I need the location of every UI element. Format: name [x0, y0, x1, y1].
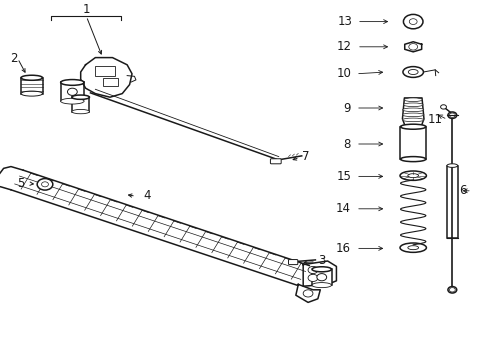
Ellipse shape	[447, 287, 456, 293]
Bar	[446, 166, 457, 238]
Text: 3: 3	[317, 255, 325, 267]
Polygon shape	[81, 58, 132, 97]
Circle shape	[440, 105, 446, 109]
Circle shape	[307, 274, 317, 282]
Polygon shape	[0, 167, 23, 190]
Bar	[311, 269, 331, 285]
Bar	[72, 97, 89, 112]
Circle shape	[303, 290, 312, 297]
Circle shape	[37, 179, 53, 190]
Ellipse shape	[399, 243, 426, 252]
Ellipse shape	[61, 80, 84, 85]
Circle shape	[403, 14, 422, 29]
Polygon shape	[295, 284, 320, 302]
Ellipse shape	[311, 283, 331, 288]
Ellipse shape	[72, 95, 89, 99]
Circle shape	[67, 88, 77, 95]
Circle shape	[448, 113, 454, 117]
Polygon shape	[303, 261, 336, 286]
Ellipse shape	[403, 103, 422, 107]
Text: 10: 10	[336, 67, 350, 80]
Circle shape	[316, 274, 326, 281]
Text: 4: 4	[142, 189, 150, 202]
Ellipse shape	[400, 157, 425, 162]
Ellipse shape	[311, 267, 331, 272]
Circle shape	[448, 288, 454, 292]
Polygon shape	[402, 98, 423, 124]
FancyBboxPatch shape	[288, 260, 297, 265]
Bar	[102, 78, 118, 86]
Ellipse shape	[61, 98, 84, 104]
Ellipse shape	[403, 98, 422, 102]
Bar	[61, 82, 84, 101]
Text: 1: 1	[82, 3, 90, 15]
Ellipse shape	[446, 164, 457, 167]
Text: 12: 12	[336, 40, 351, 53]
Ellipse shape	[72, 109, 89, 114]
Ellipse shape	[402, 67, 423, 77]
Circle shape	[307, 266, 317, 274]
Circle shape	[408, 44, 417, 50]
Text: 6: 6	[459, 184, 466, 197]
Ellipse shape	[407, 246, 418, 250]
Ellipse shape	[447, 112, 456, 118]
Ellipse shape	[21, 75, 42, 80]
Ellipse shape	[402, 108, 423, 112]
Ellipse shape	[407, 69, 417, 75]
Ellipse shape	[402, 113, 423, 117]
Text: 16: 16	[335, 242, 350, 255]
Text: 8: 8	[343, 138, 350, 150]
FancyBboxPatch shape	[270, 159, 281, 164]
Circle shape	[408, 19, 416, 24]
Text: 9: 9	[343, 102, 350, 114]
Ellipse shape	[399, 171, 426, 180]
Text: 14: 14	[335, 202, 350, 215]
Ellipse shape	[400, 124, 425, 129]
Polygon shape	[11, 170, 308, 285]
Text: 2: 2	[10, 52, 18, 65]
Ellipse shape	[402, 118, 423, 122]
Text: 15: 15	[336, 170, 350, 183]
Text: 5: 5	[17, 177, 24, 190]
Bar	[95, 66, 115, 76]
Text: 11: 11	[427, 113, 442, 126]
Ellipse shape	[407, 174, 418, 178]
Text: 13: 13	[337, 15, 351, 28]
Text: 7: 7	[301, 150, 309, 163]
Bar	[400, 127, 425, 159]
Ellipse shape	[21, 91, 42, 96]
Polygon shape	[404, 42, 421, 52]
Bar	[21, 78, 42, 94]
Circle shape	[41, 182, 48, 187]
